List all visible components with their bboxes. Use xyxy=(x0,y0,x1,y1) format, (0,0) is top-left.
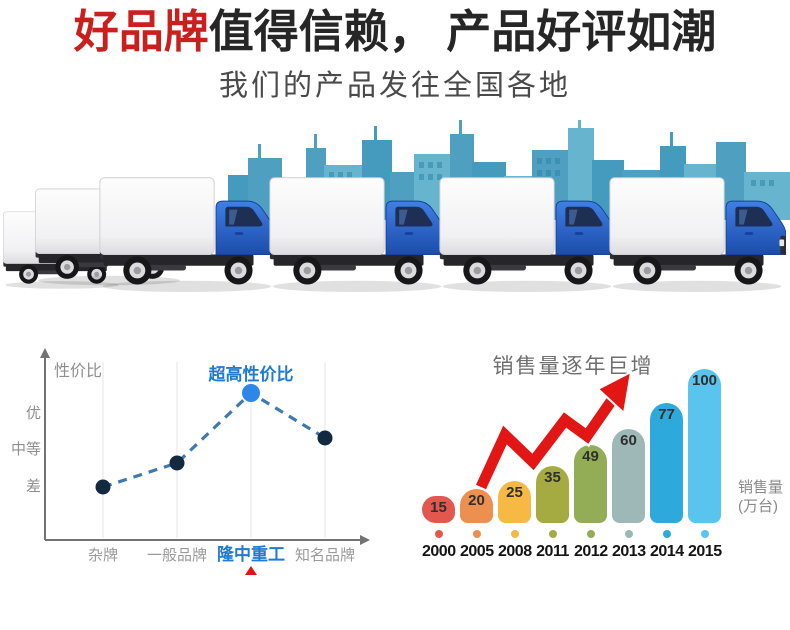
bar: 35 xyxy=(536,465,569,523)
bar-value-label: 60 xyxy=(620,431,637,449)
dot-cell xyxy=(422,529,455,538)
page-title-highlight: 好品牌 xyxy=(73,6,209,57)
data-point xyxy=(169,455,185,471)
header: 好品牌值得信赖， 产品好评如潮 我们的产品发往全国各地 xyxy=(0,0,790,104)
bar-column: 49 xyxy=(574,444,607,523)
delivery-scene xyxy=(0,108,790,342)
bar-column: 100 xyxy=(688,368,721,523)
bar-value-label: 20 xyxy=(468,491,485,509)
dot-cell xyxy=(688,529,721,538)
value-for-money-line-chart: 性价比 超高性价比优中等差杂牌 一般品牌 隆中重工 知名品牌 xyxy=(10,344,390,604)
sales-bar-chart: 销售量逐年巨增 15 20 25 35 49 60 77 100 2000 2005 2008 20… xyxy=(408,342,790,602)
bar-column: 35 xyxy=(536,465,569,523)
category-dot-icon xyxy=(624,529,633,538)
bar: 49 xyxy=(574,444,607,523)
x-tick-label: 隆中重工 xyxy=(217,544,285,564)
line-series xyxy=(102,390,326,489)
truck-illustration xyxy=(99,177,276,293)
x-tick-label: 2005 xyxy=(460,542,494,560)
page-subtitle: 我们的产品发往全国各地 xyxy=(218,69,571,102)
x-tick-label: 2012 xyxy=(574,542,608,560)
category-dot-icon xyxy=(510,529,519,538)
bar-column: 20 xyxy=(460,488,493,523)
category-dot-icon xyxy=(586,529,595,538)
bar: 25 xyxy=(498,480,531,523)
bar-value-label: 77 xyxy=(658,405,675,423)
category-dot-icon xyxy=(548,529,557,538)
data-point xyxy=(95,479,111,495)
x-tick-label: 2013 xyxy=(612,542,646,560)
bar-value-label: 100 xyxy=(691,371,718,389)
y-tick-label: 中等 xyxy=(11,440,41,458)
bar-column: 77 xyxy=(650,402,683,523)
dots-row xyxy=(422,529,721,538)
data-point xyxy=(317,430,333,446)
y-axis-unit-label: 销售量 (万台) xyxy=(738,478,783,517)
dot-cell xyxy=(498,529,531,538)
category-dot-icon xyxy=(662,529,671,538)
dot-cell xyxy=(536,529,569,538)
truck-illustration xyxy=(269,177,446,293)
x-tick-label: 2000 xyxy=(422,542,456,560)
x-tick-label: 一般品牌 xyxy=(147,547,207,564)
bar-value-label: 15 xyxy=(430,498,447,516)
x-axis-arrow-icon xyxy=(360,534,370,545)
bar: 20 xyxy=(460,488,493,523)
annotation-label: 超高性价比 xyxy=(209,364,294,384)
x-tick-label: 知名品牌 xyxy=(295,547,355,564)
y-tick-label: 优 xyxy=(26,405,41,422)
category-dot-icon xyxy=(700,529,709,538)
dot-cell xyxy=(612,529,645,538)
line-chart-y-axis-title: 性价比 xyxy=(54,362,102,380)
truck-illustration xyxy=(609,177,786,293)
x-tick-label: 2014 xyxy=(650,542,684,560)
dot-cell xyxy=(574,529,607,538)
truck-illustration xyxy=(439,177,616,293)
bar-column: 25 xyxy=(498,480,531,523)
category-dot-icon xyxy=(434,529,443,538)
peak-data-point xyxy=(242,383,260,402)
x-tick-label: 2008 xyxy=(498,542,532,560)
x-tick-label: 2015 xyxy=(688,542,722,560)
dot-cell xyxy=(460,529,493,538)
y-axis-arrow-icon xyxy=(40,347,50,358)
category-dot-icon xyxy=(472,529,481,538)
bar-column: 60 xyxy=(612,428,645,523)
x-tick-label: 杂牌 xyxy=(88,547,118,564)
bar: 15 xyxy=(422,495,455,523)
bar-value-label: 25 xyxy=(506,483,523,501)
bar-value-label: 49 xyxy=(582,447,599,465)
bar: 77 xyxy=(650,402,683,523)
pointer-triangle-icon xyxy=(245,565,257,575)
dot-cell xyxy=(650,529,683,538)
x-tick-label: 2011 xyxy=(536,542,569,560)
y-tick-label: 差 xyxy=(26,478,41,495)
bar: 60 xyxy=(612,428,645,523)
bar: 100 xyxy=(688,368,721,523)
charts-section: 性价比 超高性价比优中等差杂牌 一般品牌 隆中重工 知名品牌 销售量逐年巨增 15 20 2… xyxy=(0,342,790,624)
bars-row: 15 20 25 35 49 60 77 100 xyxy=(422,342,721,523)
years-row: 2000 2005 2008 2011 2012 2013 2014 2015 xyxy=(422,542,722,561)
page-title: 好品牌值得信赖， 产品好评如潮 xyxy=(0,6,790,58)
unit-label-line: (万台) xyxy=(738,498,778,516)
bar-value-label: 35 xyxy=(544,468,561,486)
bar-column: 15 xyxy=(422,495,455,523)
unit-label-line: 销售量 xyxy=(738,478,784,496)
page-title-rest: 值得信赖， 产品好评如潮 xyxy=(208,6,717,57)
